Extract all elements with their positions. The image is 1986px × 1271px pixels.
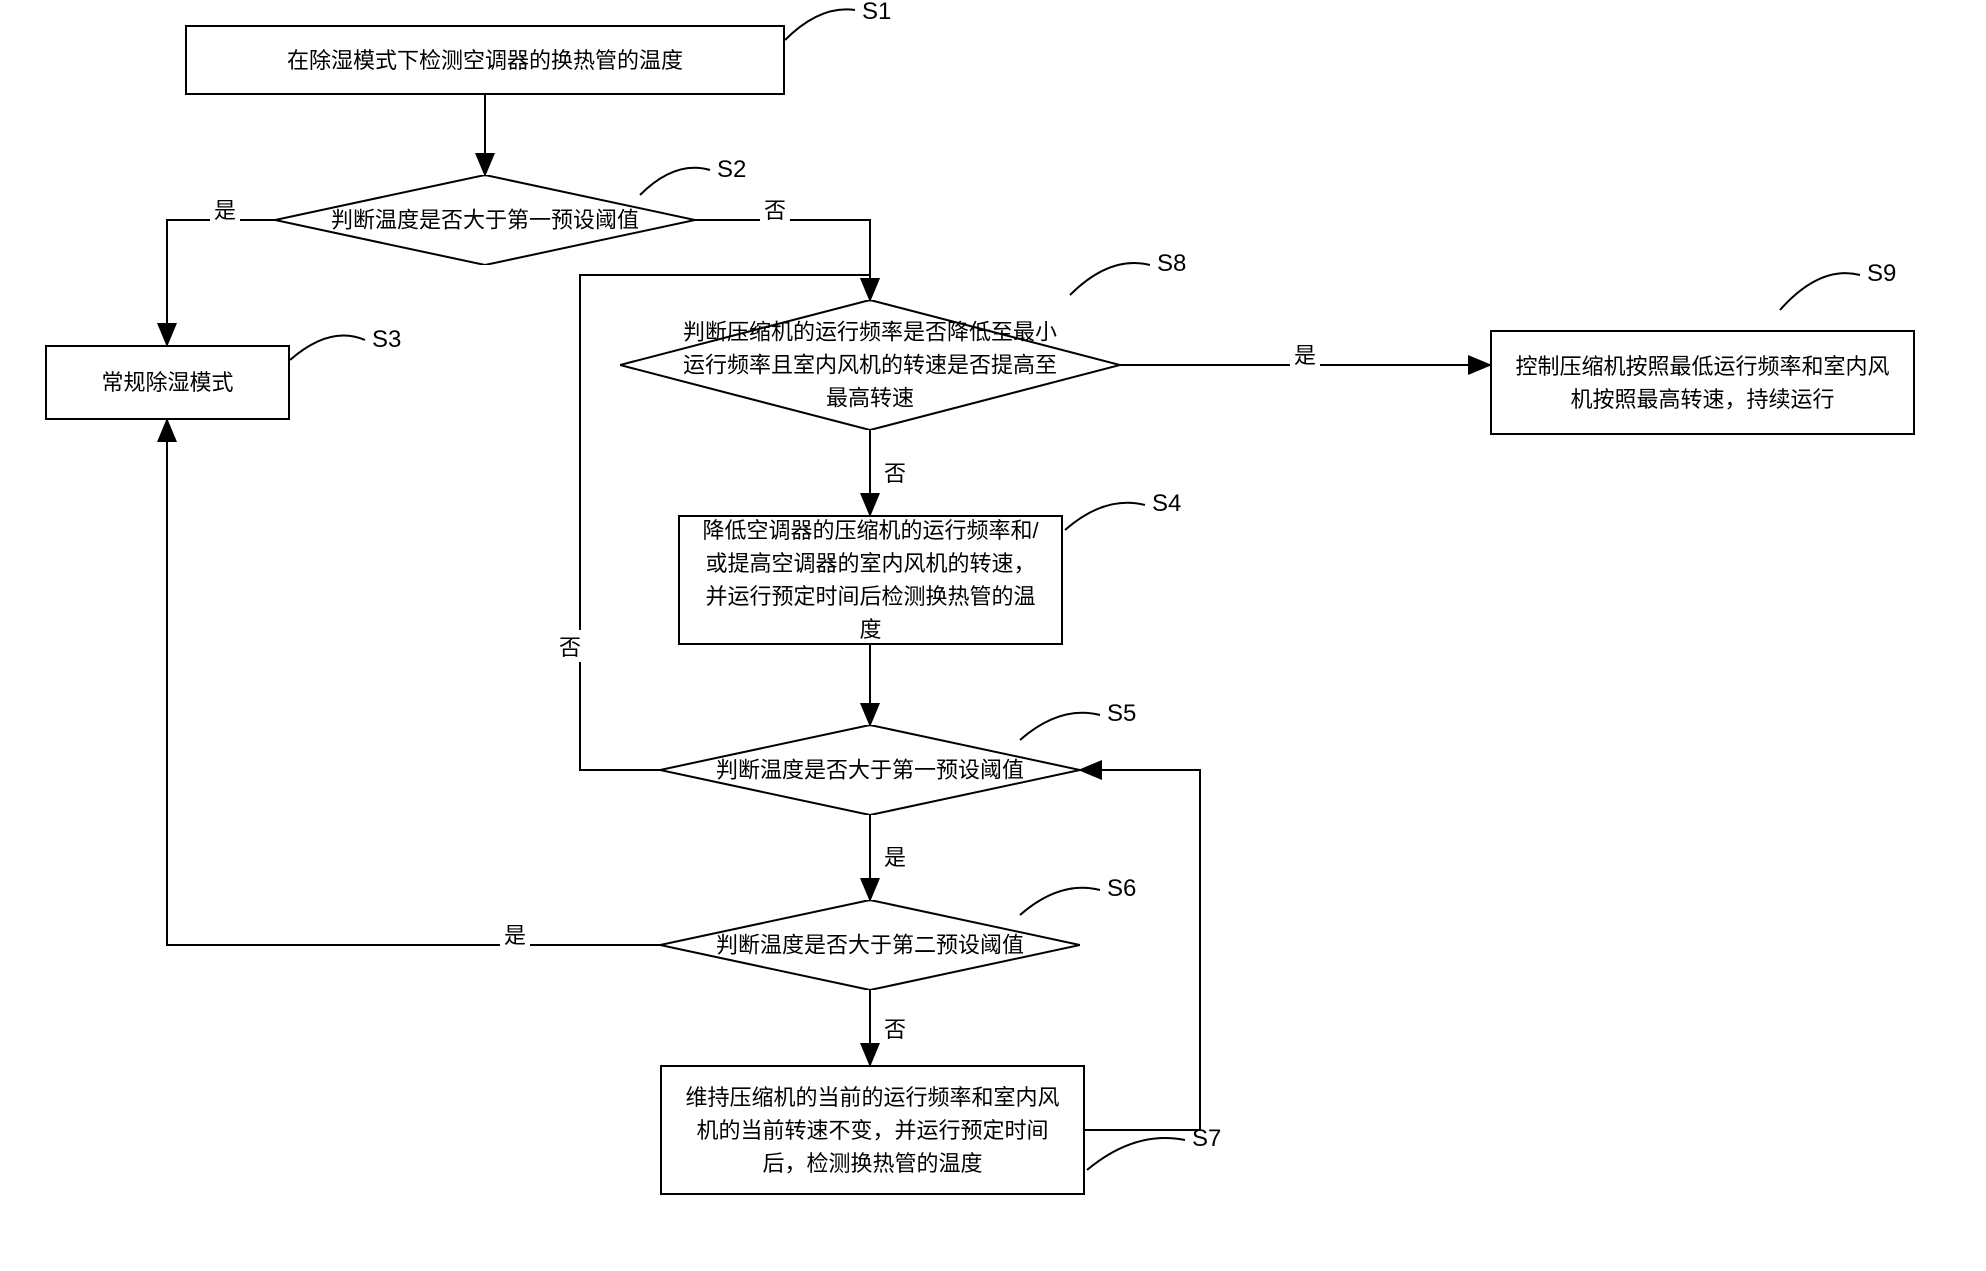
node-s2: 判断温度是否大于第一预设阈值	[275, 175, 695, 265]
node-s9: 控制压缩机按照最低运行频率和室内风机按照最高转速，持续运行	[1490, 330, 1915, 435]
edge-label-s6-yes: 是	[500, 918, 530, 950]
edge-label-s2-yes: 是	[210, 193, 240, 225]
node-s7-text: 维持压缩机的当前的运行频率和室内风机的当前转速不变，并运行预定时间后，检测换热管…	[677, 1081, 1068, 1180]
edge-label-s2-no: 否	[760, 193, 790, 225]
step-label-s3: S3	[372, 326, 401, 354]
step-label-s4: S4	[1152, 490, 1181, 518]
node-s5: 判断温度是否大于第一预设阈值	[660, 725, 1080, 815]
node-s4-text: 降低空调器的压缩机的运行频率和/或提高空调器的室内风机的转速，并运行预定时间后检…	[695, 514, 1046, 646]
node-s5-text: 判断温度是否大于第一预设阈值	[692, 754, 1049, 787]
node-s1: 在除湿模式下检测空调器的换热管的温度	[185, 25, 785, 95]
node-s6: 判断温度是否大于第二预设阈值	[660, 900, 1080, 990]
edge-label-s5-yes: 是	[880, 840, 910, 872]
node-s8: 判断压缩机的运行频率是否降低至最小运行频率且室内风机的转速是否提高至最高转速	[620, 300, 1120, 430]
edge-label-s5-no: 否	[555, 630, 585, 662]
step-label-s8: S8	[1157, 250, 1186, 278]
node-s2-text: 判断温度是否大于第一预设阈值	[307, 204, 664, 237]
node-s3-text: 常规除湿模式	[101, 366, 233, 399]
node-s9-text: 控制压缩机按照最低运行频率和室内风机按照最高转速，持续运行	[1507, 350, 1898, 416]
step-label-s5: S5	[1107, 700, 1136, 728]
node-s4: 降低空调器的压缩机的运行频率和/或提高空调器的室内风机的转速，并运行预定时间后检…	[678, 515, 1063, 645]
node-s3: 常规除湿模式	[45, 345, 290, 420]
step-label-s7: S7	[1192, 1125, 1221, 1153]
edge-label-s6-no: 否	[880, 1012, 910, 1044]
node-s7: 维持压缩机的当前的运行频率和室内风机的当前转速不变，并运行预定时间后，检测换热管…	[660, 1065, 1085, 1195]
node-s8-text: 判断压缩机的运行频率是否降低至最小运行频率且室内风机的转速是否提高至最高转速	[683, 316, 1058, 415]
step-label-s6: S6	[1107, 875, 1136, 903]
step-label-s1: S1	[862, 0, 891, 26]
step-label-s2: S2	[717, 156, 746, 184]
edge-label-s8-no: 否	[880, 456, 910, 488]
node-s6-text: 判断温度是否大于第二预设阈值	[692, 929, 1049, 962]
step-label-s9: S9	[1867, 260, 1896, 288]
node-s1-text: 在除湿模式下检测空调器的换热管的温度	[287, 44, 683, 77]
edge-label-s8-yes: 是	[1290, 338, 1320, 370]
